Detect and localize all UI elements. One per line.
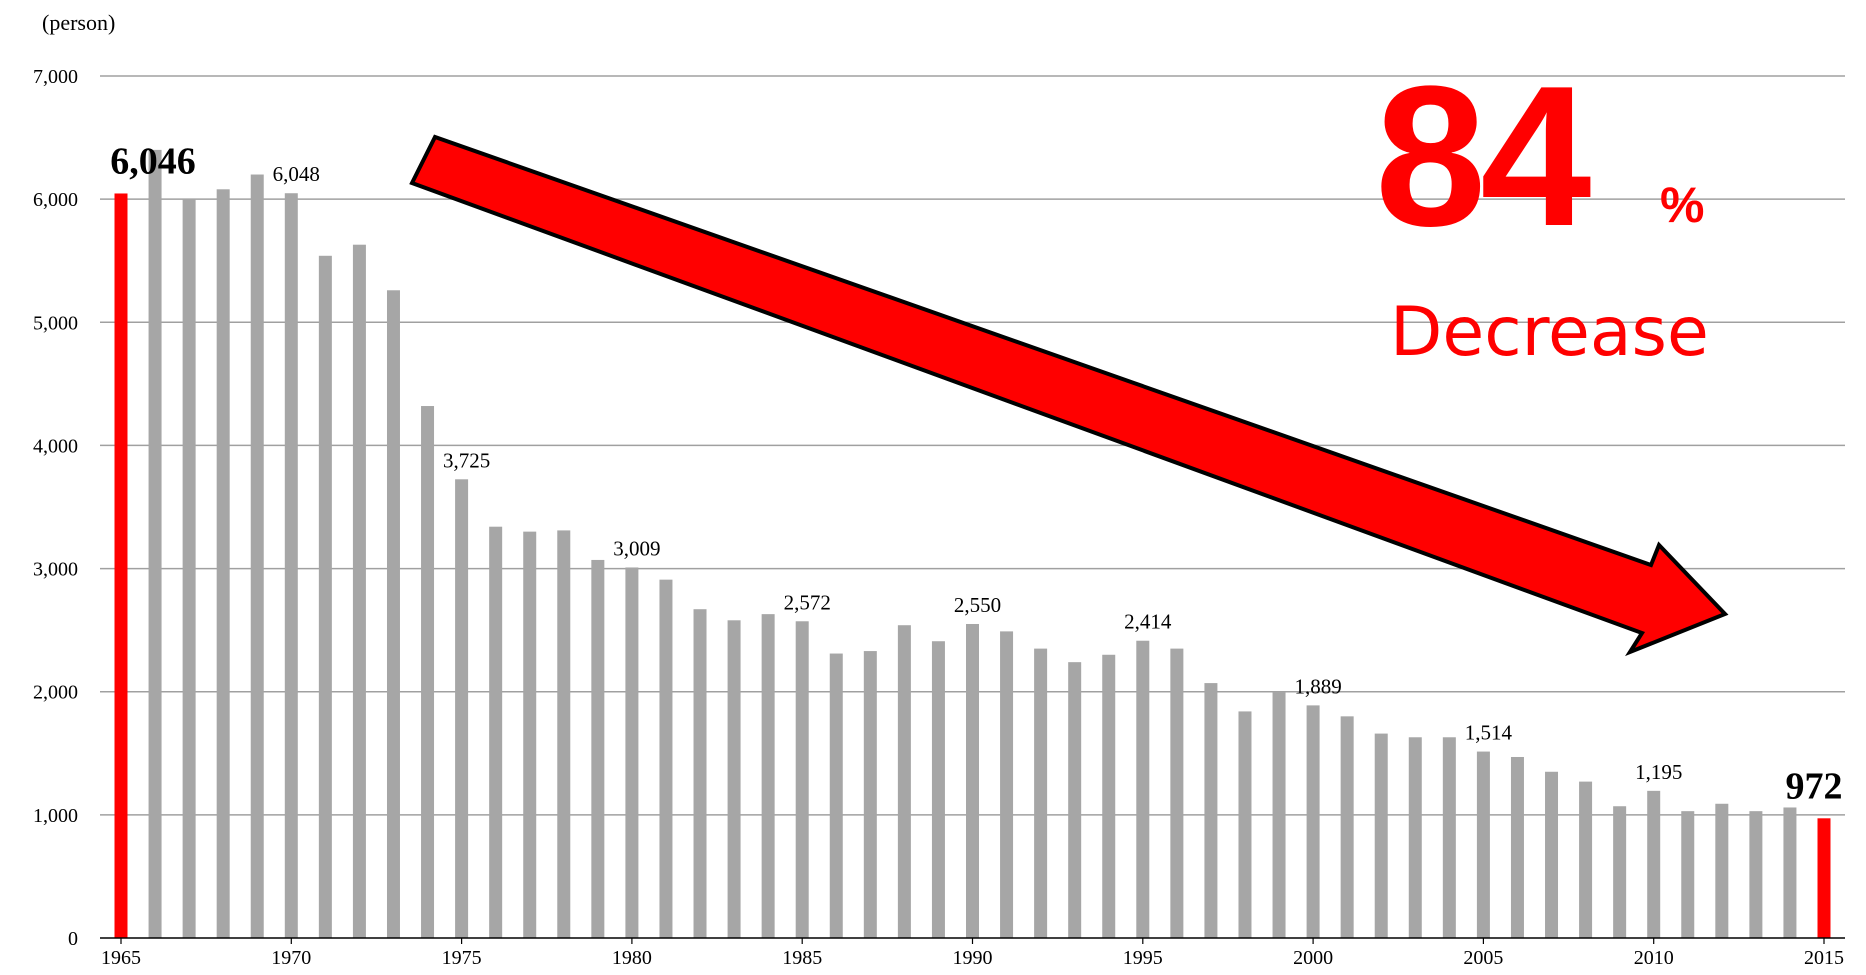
bar xyxy=(659,579,673,938)
bar xyxy=(1408,737,1422,938)
bar xyxy=(1238,711,1252,938)
bar xyxy=(1272,691,1286,938)
data-label: 6,048 xyxy=(273,162,320,186)
data-label-emphasis: 972 xyxy=(1786,765,1843,807)
data-label: 1,195 xyxy=(1635,760,1682,784)
bar xyxy=(1136,640,1150,938)
y-tick-label: 4,000 xyxy=(33,435,78,457)
y-tick-label: 0 xyxy=(68,928,78,950)
bar xyxy=(557,530,571,938)
bar xyxy=(727,620,741,938)
bar xyxy=(1068,662,1082,938)
bar xyxy=(523,531,537,938)
data-label-emphasis: 6,046 xyxy=(110,140,196,182)
bar xyxy=(1102,654,1116,938)
bar xyxy=(1034,648,1048,938)
bar xyxy=(1681,811,1695,938)
bar xyxy=(1374,733,1388,938)
data-label: 2,550 xyxy=(954,593,1001,617)
x-tick-label: 1990 xyxy=(953,947,993,969)
y-axis-unit-label: (person) xyxy=(42,10,115,35)
bar xyxy=(216,189,230,938)
x-tick-label: 1975 xyxy=(442,947,482,969)
bar xyxy=(829,653,843,938)
y-tick-label: 5,000 xyxy=(33,312,78,334)
y-tick-label: 2,000 xyxy=(33,682,78,704)
bar xyxy=(386,290,400,939)
bar xyxy=(693,609,707,938)
bar xyxy=(897,625,911,938)
bar-highlight xyxy=(1817,818,1831,938)
data-label: 1,889 xyxy=(1294,674,1341,698)
bar xyxy=(1783,807,1797,938)
x-tick-label: 1995 xyxy=(1123,947,1163,969)
y-tick-label: 7,000 xyxy=(33,66,78,88)
decrease-word: Decrease xyxy=(1390,293,1709,372)
bar xyxy=(284,193,298,938)
y-tick-label: 3,000 xyxy=(33,559,78,581)
bar xyxy=(1204,683,1218,938)
bar xyxy=(931,641,945,938)
data-label: 3,725 xyxy=(443,448,490,472)
bar xyxy=(1749,811,1763,938)
bar xyxy=(1442,737,1456,938)
y-tick-label: 1,000 xyxy=(33,805,78,827)
bar xyxy=(182,199,196,939)
data-labels: 6,046 6,048 3,725 3,009 2,572 2,550 2,414 1,889… xyxy=(110,140,1842,807)
bar xyxy=(863,651,877,938)
x-axis-ticks: 1965 1970 1975 1980 1985 1990 1995 2000 2005 2010… xyxy=(101,938,1844,969)
bar xyxy=(761,614,775,938)
x-tick-label: 2010 xyxy=(1634,947,1674,969)
x-tick-label: 1985 xyxy=(782,947,822,969)
y-axis-ticks: 0 1,000 2,000 3,000 4,000 5,000 6,000 7,000 xyxy=(33,66,78,950)
bar xyxy=(1476,751,1490,938)
data-label: 2,414 xyxy=(1124,610,1172,634)
bar xyxy=(1715,803,1729,938)
bar xyxy=(1579,781,1593,938)
x-tick-label: 2005 xyxy=(1463,947,1503,969)
bar xyxy=(1000,631,1014,938)
bar xyxy=(1306,705,1320,938)
x-tick-label: 1980 xyxy=(612,947,652,969)
x-tick-label: 1970 xyxy=(271,947,311,969)
bar xyxy=(455,479,469,938)
bar xyxy=(966,623,979,938)
bar xyxy=(1545,771,1559,938)
bar xyxy=(625,567,639,938)
bar xyxy=(250,174,264,938)
data-label: 3,009 xyxy=(613,536,660,560)
bar xyxy=(421,406,435,939)
bar xyxy=(148,149,162,938)
x-tick-label: 1965 xyxy=(101,947,141,969)
bar xyxy=(1647,790,1661,938)
bar xyxy=(1340,716,1354,938)
data-label: 2,572 xyxy=(784,590,831,614)
bar xyxy=(1510,756,1524,938)
decrease-percent-sign: % xyxy=(1660,177,1704,233)
bar xyxy=(352,244,366,939)
bar xyxy=(591,559,605,938)
bar xyxy=(1613,806,1627,938)
bar xyxy=(318,255,332,938)
data-label: 1,514 xyxy=(1465,721,1513,745)
bar xyxy=(1170,648,1184,938)
bar-highlight xyxy=(114,193,128,939)
bar xyxy=(795,621,809,938)
trend-arrow-shape xyxy=(409,134,1729,657)
x-tick-label: 2000 xyxy=(1293,947,1333,969)
bars xyxy=(114,149,1831,939)
decrease-percent-number: 84 xyxy=(1375,45,1591,268)
y-tick-label: 6,000 xyxy=(33,189,78,211)
bar xyxy=(489,526,503,938)
x-tick-label: 2015 xyxy=(1804,947,1844,969)
